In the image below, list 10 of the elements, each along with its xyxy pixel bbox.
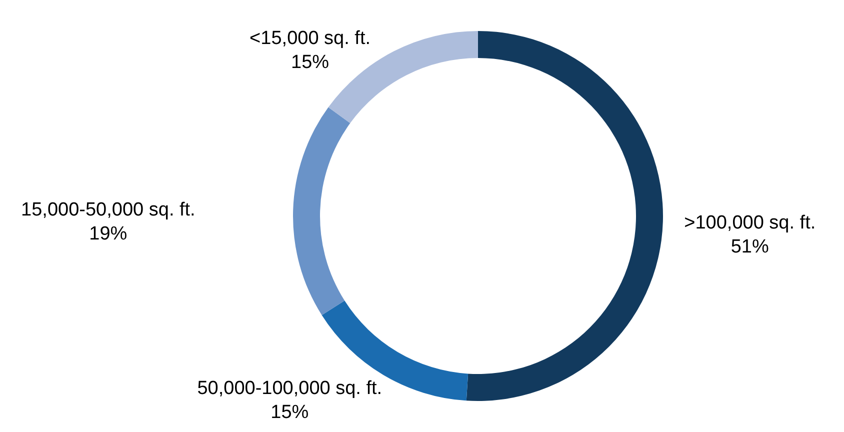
slice-label: >100,000 sq. ft.	[684, 212, 816, 234]
donut-slice	[466, 31, 663, 401]
data-label: 15%	[291, 52, 330, 73]
slice-label: 50,000-100,000 sq. ft.	[197, 378, 382, 400]
data-label: 51%	[730, 236, 769, 258]
donut-slice	[293, 107, 350, 316]
slice-label: <15,000 sq. ft.	[250, 28, 370, 49]
slice-label: 15,000-50,000 sq. ft.	[21, 200, 196, 221]
data-label: 15%	[270, 402, 309, 424]
data-label: 19%	[89, 224, 128, 245]
